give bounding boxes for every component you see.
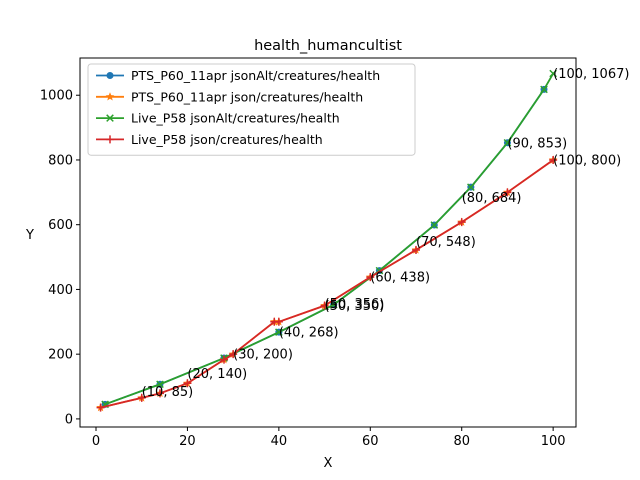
data-point: [412, 245, 420, 254]
data-point: [540, 85, 548, 94]
data-point: [183, 379, 192, 388]
data-point: [320, 301, 329, 310]
y-tick-label: 400: [48, 283, 73, 298]
x-tick-label: 20: [179, 434, 196, 449]
data-point: [467, 183, 475, 191]
data-label: (10, 85): [142, 385, 194, 400]
legend: PTS_P60_11apr jsonAlt/creatures/health PT…: [87, 63, 416, 156]
data-point: [137, 393, 146, 402]
y-tick-label: 1000: [40, 89, 73, 104]
legend-entry: PTS_P60_11apr json/creatures/health: [96, 89, 363, 104]
data-label: (20, 140): [187, 367, 247, 382]
x-axis-label: X: [324, 456, 333, 471]
y-axis-label: Y: [25, 228, 34, 243]
data-point: [156, 380, 164, 389]
data-point: [106, 72, 114, 79]
x-tick-label: 40: [271, 434, 288, 449]
legend-label: Live_P58 json/creatures/health: [131, 132, 323, 147]
data-label: (60, 438): [370, 271, 430, 286]
chart-title: health_humancultist: [254, 38, 402, 54]
data-label: (70, 548): [416, 235, 476, 250]
data-label: (30, 200): [233, 348, 293, 363]
data-point: [220, 355, 228, 364]
data-point: [549, 155, 558, 164]
y-tick-label: 600: [48, 218, 73, 233]
x-tick-label: 80: [453, 434, 470, 449]
plot-frame: [79, 57, 577, 428]
data-point: [105, 92, 115, 101]
data-point: [96, 403, 105, 412]
data-point: [503, 138, 512, 147]
x-tick-label: 100: [541, 434, 566, 449]
y-tick-label: 200: [48, 348, 73, 363]
legend-entry: Live_P58 json/creatures/health: [96, 132, 323, 147]
data-label: (100, 800): [553, 153, 621, 168]
data-point: [106, 114, 114, 122]
y-tick-label: 800: [48, 153, 73, 168]
legend-label: PTS_P60_11apr json/creatures/health: [131, 89, 363, 104]
legend-label: PTS_P60_11apr jsonAlt/creatures/health: [131, 68, 380, 83]
series: [96, 155, 558, 412]
data-label: (100, 1067): [553, 67, 629, 82]
legend-entry: PTS_P60_11apr jsonAlt/creatures/health: [96, 68, 380, 83]
data-label: (90, 853): [507, 136, 567, 151]
data-point: [229, 350, 238, 359]
data-point: [503, 188, 512, 197]
series-layer: [96, 69, 558, 412]
data-point: [106, 135, 114, 144]
annotation-layer: (10, 85) (20, 140) (30, 200) (40, 268) (50, …: [142, 67, 630, 400]
legend-label: Live_P58 jsonAlt/creatures/health: [131, 111, 340, 126]
y-tick-label: 0: [65, 412, 73, 427]
data-label: (50, 356): [325, 297, 385, 312]
x-tick-label: 60: [362, 434, 379, 449]
data-point: [275, 328, 283, 336]
data-label: (40, 268): [279, 326, 339, 341]
legend-box: [87, 63, 416, 156]
data-point: [156, 389, 164, 398]
data-point: [430, 221, 439, 229]
data-point: [457, 218, 466, 227]
data-label: (50, 350): [325, 299, 385, 314]
data-label: (80, 684): [462, 191, 522, 206]
legend-entry: Live_P58 jsonAlt/creatures/health: [96, 111, 340, 126]
data-point: [274, 317, 283, 326]
x-tick-label: 0: [92, 434, 100, 449]
data-point: [329, 300, 338, 309]
data-point: [366, 273, 375, 282]
data-point: [549, 69, 557, 78]
